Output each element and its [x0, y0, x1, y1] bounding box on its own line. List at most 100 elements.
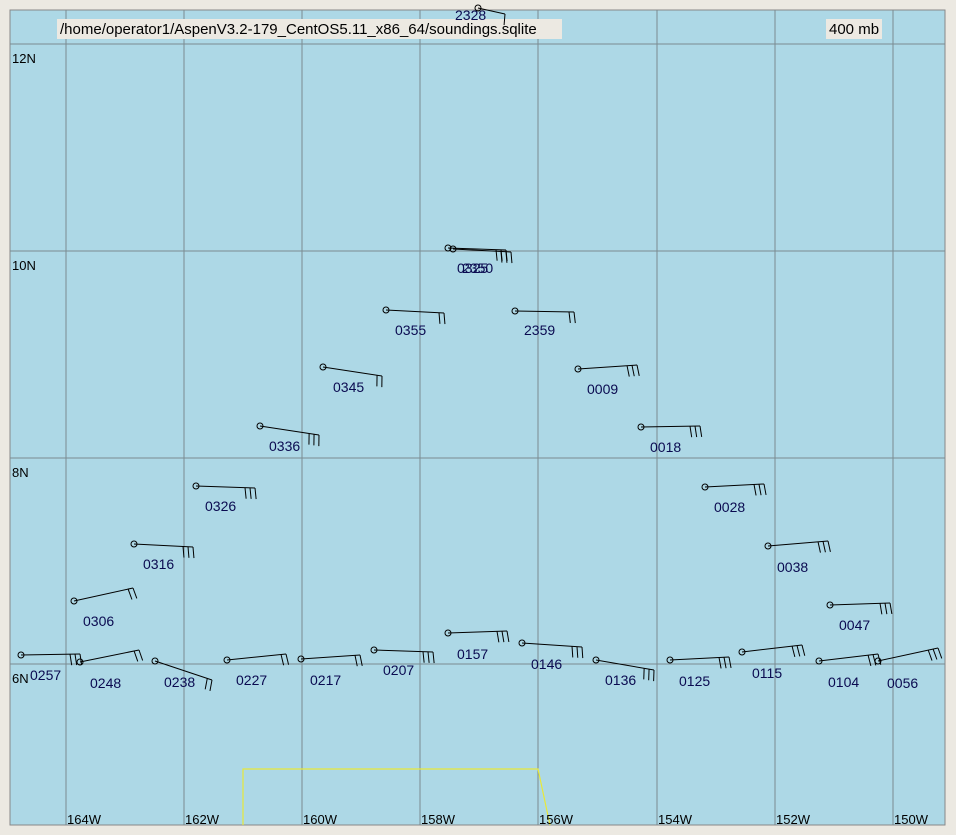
- wind-barb: [510, 251, 513, 264]
- station-marker: [874, 657, 882, 665]
- wind-barb: [438, 312, 441, 324]
- wind-barb: [889, 602, 893, 615]
- lon-label: 154W: [658, 812, 693, 827]
- station-time: 0028: [714, 499, 745, 515]
- station-time: 0056: [887, 675, 918, 691]
- wind-barb: [74, 654, 78, 666]
- station-marker: [151, 657, 159, 665]
- wind-barb: [505, 251, 508, 263]
- station: 2350: [449, 245, 513, 276]
- station-time: 0207: [383, 662, 414, 678]
- wind-barb: [506, 630, 510, 643]
- station-time: 0018: [650, 439, 681, 455]
- wind-barb: [932, 648, 938, 660]
- lon-label: 162W: [185, 812, 220, 827]
- station-marker: [764, 542, 772, 550]
- station: 0355: [382, 306, 446, 338]
- station-marker: [738, 648, 746, 656]
- wind-barb: [927, 649, 933, 661]
- station-marker: [76, 658, 84, 666]
- station-marker: [319, 363, 327, 371]
- wind-barb: [867, 655, 872, 667]
- wind-barb: [791, 646, 796, 658]
- map-area: [9, 9, 946, 826]
- station-time: 0157: [457, 646, 488, 662]
- station-time: 2328: [455, 7, 486, 23]
- station: 0227: [223, 653, 290, 688]
- wind-barb: [568, 311, 571, 323]
- station-time: 0125: [679, 673, 710, 689]
- station: 0146: [518, 639, 584, 672]
- wind-barb: [884, 603, 888, 615]
- station-marker: [444, 629, 452, 637]
- wind-barb: [581, 646, 584, 659]
- station-time: 0009: [587, 381, 618, 397]
- station-marker: [474, 4, 482, 12]
- wind-barb: [182, 546, 185, 558]
- station-time: 0136: [605, 672, 636, 688]
- wind-barb: [718, 657, 722, 669]
- wind-barb: [427, 651, 430, 663]
- wind-barb: [503, 13, 506, 26]
- lat-label: 12N: [12, 51, 36, 66]
- wind-shaft: [226, 653, 287, 661]
- station-time: 0104: [828, 674, 859, 690]
- wind-shaft: [829, 602, 891, 606]
- lat-label: 10N: [12, 258, 36, 273]
- station: 0028: [701, 483, 767, 515]
- wind-barb: [801, 644, 806, 656]
- file-path: /home/operator1/AspenV3.2-179_CentOS5.11…: [60, 21, 537, 38]
- station-time: 0326: [205, 498, 236, 514]
- wind-barb: [576, 646, 579, 658]
- wind-barb: [879, 603, 883, 615]
- station-marker: [444, 244, 452, 252]
- header-bg: [57, 19, 562, 39]
- station: 0257: [17, 651, 83, 683]
- wind-barb: [631, 365, 635, 377]
- station-time: 0345: [333, 379, 364, 395]
- wind-barb: [192, 546, 195, 559]
- wind-barb: [753, 484, 757, 496]
- station: 0018: [637, 423, 703, 455]
- wind-shaft: [385, 309, 445, 314]
- wind-barb: [432, 651, 435, 664]
- level: 400 mb: [829, 21, 879, 38]
- station-time: 0146: [531, 656, 562, 672]
- lat-label: 6N: [12, 671, 29, 686]
- station: 2359: [511, 307, 576, 338]
- lon-label: 152W: [776, 812, 811, 827]
- wind-barb: [571, 646, 574, 658]
- station: 0038: [764, 540, 831, 575]
- wind-barb: [204, 678, 208, 690]
- station-marker: [574, 365, 582, 373]
- station-marker: [382, 306, 390, 314]
- station: 2328: [455, 4, 506, 26]
- wind-barb: [359, 654, 363, 666]
- lon-label: 150W: [894, 812, 929, 827]
- station-marker: [511, 307, 519, 315]
- station: 0104: [815, 653, 882, 690]
- wind-barb: [285, 653, 290, 665]
- wind-shaft: [514, 310, 575, 313]
- station-time: 0325: [457, 260, 488, 276]
- wind-barb: [817, 541, 821, 553]
- station-marker: [192, 482, 200, 490]
- station-time: 2359: [524, 322, 555, 338]
- boundary: [242, 768, 551, 826]
- station: 0336: [256, 422, 320, 454]
- station-time: 0217: [310, 672, 341, 688]
- station-marker: [223, 656, 231, 664]
- station-time: 0336: [269, 438, 300, 454]
- wind-barb: [249, 487, 252, 499]
- wind-barb: [133, 650, 139, 662]
- station-time: 0047: [839, 617, 870, 633]
- station-time: 0316: [143, 556, 174, 572]
- station-time: 0238: [164, 674, 195, 690]
- wind-barb: [187, 546, 190, 558]
- station: 0125: [666, 656, 732, 689]
- station: 0009: [574, 364, 640, 397]
- station-time: 0306: [83, 613, 114, 629]
- wind-barb: [763, 483, 767, 496]
- station-marker: [17, 651, 25, 659]
